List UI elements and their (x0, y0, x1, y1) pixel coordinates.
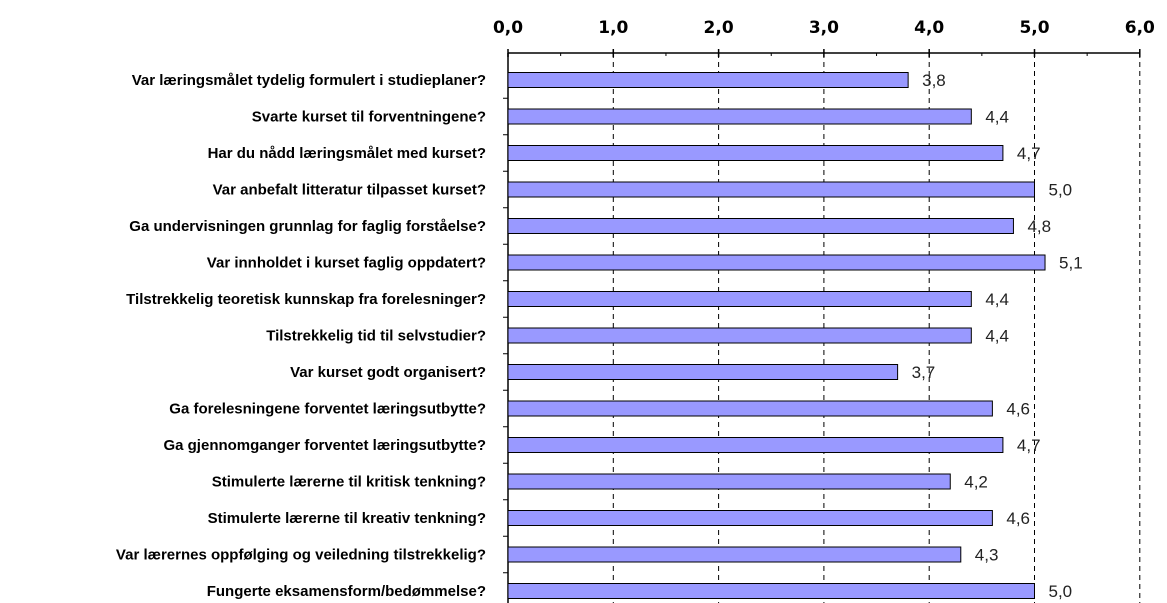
x-tick-label-5: 5,0 (1019, 18, 1049, 38)
data-label-1: 4,4 (985, 108, 1009, 127)
x-tick-label-0: 0,0 (493, 18, 523, 38)
x-tick-label-1: 1,0 (598, 18, 628, 38)
bar-13 (507, 546, 962, 563)
bar-4 (507, 218, 1014, 234)
x-tick-label-2: 2,0 (704, 18, 734, 38)
x-tick-label-4: 4,0 (914, 18, 944, 38)
category-label-11: Stimulerte lærerne til kritisk tenkning? (212, 474, 486, 491)
data-label-5: 5,1 (1059, 254, 1083, 273)
category-label-10: Ga gjennomganger forventet læringsutbytt… (163, 437, 486, 454)
x-tick-label-6: 6,0 (1125, 18, 1155, 38)
category-label-14: Fungerte eksamensform/bedømmelse? (207, 583, 486, 600)
category-label-2: Har du nådd læringsmålet med kurset? (208, 145, 486, 162)
data-label-0: 3,8 (922, 71, 946, 90)
data-label-10: 4,7 (1017, 436, 1041, 455)
bar-3 (507, 181, 1035, 198)
bar-11 (507, 473, 951, 490)
data-label-3: 5,0 (1049, 181, 1073, 200)
bar-7 (507, 327, 972, 344)
x-tick-label-3: 3,0 (809, 18, 839, 38)
data-label-4: 4,8 (1027, 217, 1051, 236)
data-labels: 3,8 4,4 4,7 5,0 4,8 5,1 4,4 4,4 3,7 4,6 4,7 4,2 4,6 4… (912, 71, 1083, 601)
data-label-13: 4,3 (975, 546, 999, 565)
category-label-3: Var anbefalt litteratur tilpasset kurset… (213, 182, 486, 199)
category-label-12: Stimulerte lærerne til kreativ tenkning? (208, 510, 486, 527)
bar-5 (507, 254, 1046, 271)
data-label-9: 4,6 (1006, 400, 1030, 419)
category-label-5: Var innholdet i kurset faglig oppdatert? (207, 255, 486, 272)
bar-14 (507, 583, 1035, 599)
bar-1 (507, 108, 972, 125)
data-label-7: 4,4 (985, 327, 1009, 346)
category-label-6: Tilstrekkelig teoretisk kunnskap fra for… (126, 291, 486, 308)
bar-10 (507, 437, 1004, 453)
data-label-8: 3,7 (912, 363, 936, 382)
category-label-4: Ga undervisningen grunnlag for faglig fo… (129, 218, 486, 235)
data-label-14: 5,0 (1049, 582, 1073, 601)
bar-9 (507, 400, 993, 417)
data-label-6: 4,4 (985, 290, 1009, 309)
category-labels: Var læringsmålet tydelig formulert i stu… (116, 72, 486, 600)
bar-12 (507, 510, 993, 526)
category-label-0: Var læringsmålet tydelig formulert i stu… (132, 72, 486, 89)
category-label-1: Svarte kurset til forventningene? (252, 109, 486, 126)
bars (507, 72, 1046, 599)
category-label-7: Tilstrekkelig tid til selvstudier? (266, 328, 486, 345)
category-label-9: Ga forelesningene forventet læringsutbyt… (169, 401, 486, 418)
bar-6 (507, 291, 972, 307)
category-label-8: Var kurset godt organisert? (290, 364, 486, 381)
data-label-12: 4,6 (1006, 509, 1030, 528)
data-label-2: 4,7 (1017, 144, 1041, 163)
category-label-13: Var lærernes oppfølging og veiledning ti… (116, 547, 486, 564)
bar-0 (507, 72, 909, 88)
data-label-11: 4,2 (964, 473, 988, 492)
bar-2 (507, 145, 1004, 161)
bar-8 (507, 364, 899, 380)
